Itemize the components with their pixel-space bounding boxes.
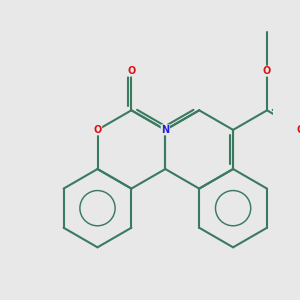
Text: O: O <box>263 66 271 76</box>
Text: O: O <box>127 66 136 76</box>
Text: N: N <box>161 125 170 135</box>
Text: O: O <box>297 125 300 135</box>
Text: O: O <box>93 125 102 135</box>
